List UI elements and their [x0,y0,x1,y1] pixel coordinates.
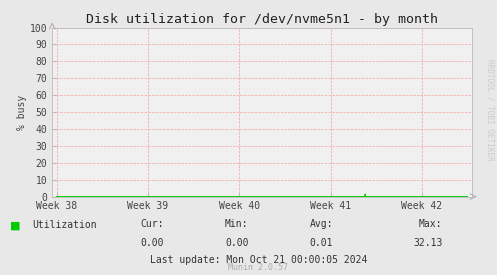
Text: 32.13: 32.13 [413,238,442,248]
Text: 0.01: 0.01 [310,238,333,248]
Title: Disk utilization for /dev/nvme5n1 - by month: Disk utilization for /dev/nvme5n1 - by m… [86,13,438,26]
Text: Max:: Max: [419,219,442,229]
Text: 0.00: 0.00 [141,238,164,248]
Text: Munin 2.0.57: Munin 2.0.57 [229,263,288,272]
Text: Min:: Min: [225,219,248,229]
Text: Cur:: Cur: [141,219,164,229]
Text: ■: ■ [10,221,20,230]
Text: RRDTOOL / TOBI OETIKER: RRDTOOL / TOBI OETIKER [486,59,495,161]
Y-axis label: % busy: % busy [17,94,27,130]
Text: Utilization: Utilization [32,221,97,230]
Text: Last update: Mon Oct 21 00:00:05 2024: Last update: Mon Oct 21 00:00:05 2024 [150,255,367,265]
Text: 0.00: 0.00 [225,238,248,248]
Text: Avg:: Avg: [310,219,333,229]
